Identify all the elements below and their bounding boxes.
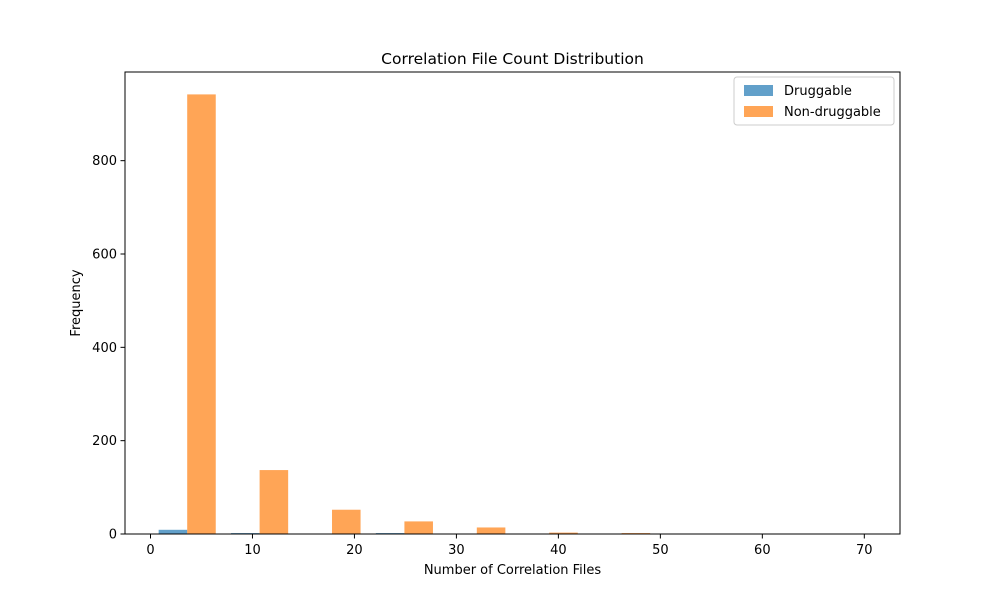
x-tick-label-7: 70 — [856, 543, 873, 558]
bars-layer — [158, 94, 868, 535]
legend-label-druggable: Druggable — [784, 84, 852, 99]
x-axis-label: Number of Correlation Files — [424, 563, 602, 578]
bar-non-druggable-3 — [404, 521, 433, 534]
chart-title: Correlation File Count Distribution — [381, 50, 644, 68]
y-tick-label-4: 800 — [92, 154, 117, 169]
bar-druggable-0 — [158, 529, 188, 534]
legend: Druggable Non-druggable — [733, 76, 895, 126]
y-axis-label: Frequency — [69, 269, 84, 336]
legend-label-non-druggable: Non-druggable — [784, 105, 881, 120]
x-tick-label-0: 0 — [146, 543, 154, 558]
y-tick-label-0: 0 — [109, 528, 117, 543]
legend-box — [733, 76, 895, 126]
x-tick-label-5: 50 — [652, 543, 669, 558]
y-tick-label-3: 600 — [92, 248, 117, 263]
bar-non-druggable-1 — [259, 470, 289, 534]
x-tick-label-2: 20 — [346, 543, 363, 558]
x-tick-label-1: 10 — [244, 543, 261, 558]
x-tick-label-3: 30 — [448, 543, 465, 558]
bar-non-druggable-2 — [332, 509, 361, 534]
plot-area — [125, 72, 900, 534]
plot-frame — [124, 71, 901, 535]
x-axis-ticks: 0 10 20 30 40 50 60 70 — [146, 534, 873, 558]
legend-swatch-druggable — [744, 85, 773, 96]
y-axis-ticks: 0 200 400 600 800 — [92, 154, 125, 543]
bar-non-druggable-5 — [549, 532, 578, 534]
x-tick-label-4: 40 — [550, 543, 567, 558]
x-tick-label-6: 60 — [754, 543, 771, 558]
legend-swatch-non-druggable — [744, 106, 773, 117]
y-tick-label-2: 400 — [92, 341, 117, 356]
bar-non-druggable-0 — [187, 94, 216, 535]
bar-non-druggable-4 — [476, 527, 506, 534]
y-tick-label-1: 200 — [92, 434, 117, 449]
